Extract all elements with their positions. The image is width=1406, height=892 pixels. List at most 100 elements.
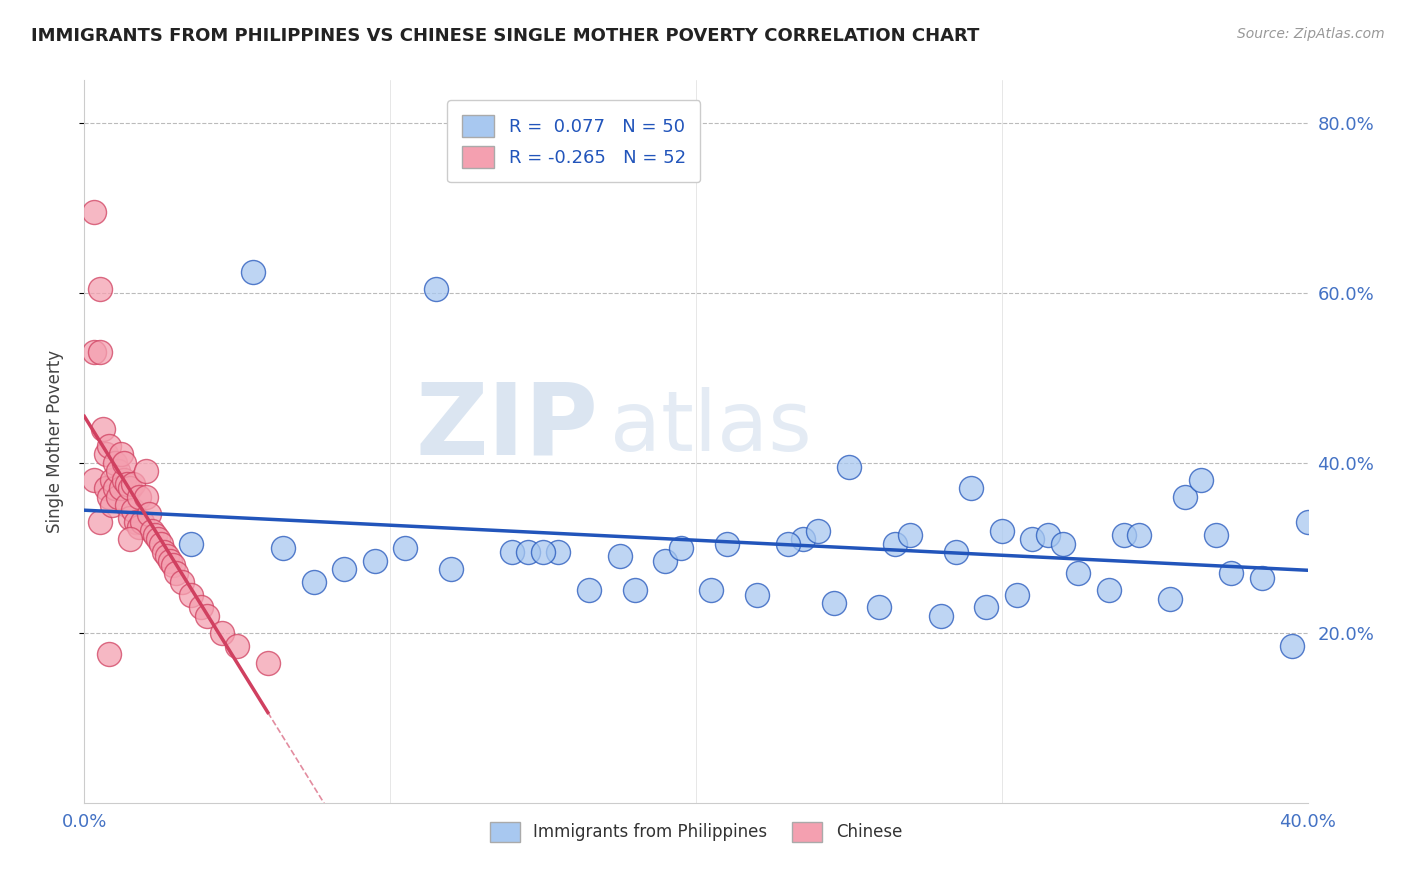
Point <box>107 490 129 504</box>
Point <box>128 490 150 504</box>
Point <box>1036 528 1059 542</box>
Point <box>131 516 153 530</box>
Point <box>94 481 117 495</box>
Point <box>226 639 249 653</box>
Point <box>364 553 387 567</box>
Point <box>97 490 120 504</box>
Point <box>211 625 233 640</box>
Point <box>1052 536 1074 550</box>
Point <box>1067 566 1090 581</box>
Point <box>120 481 142 495</box>
Point <box>141 524 163 538</box>
Point <box>257 656 280 670</box>
Point <box>807 524 830 538</box>
Point <box>1021 533 1043 547</box>
Point <box>624 583 647 598</box>
Point <box>91 422 114 436</box>
Point <box>104 481 127 495</box>
Point <box>1128 528 1150 542</box>
Point <box>180 536 202 550</box>
Point <box>190 600 212 615</box>
Point <box>716 536 738 550</box>
Point <box>1189 473 1212 487</box>
Point <box>89 516 111 530</box>
Point <box>122 477 145 491</box>
Point <box>440 562 463 576</box>
Point <box>149 536 172 550</box>
Point <box>531 545 554 559</box>
Point <box>898 528 921 542</box>
Point <box>271 541 294 555</box>
Point <box>180 588 202 602</box>
Point <box>929 608 952 623</box>
Point <box>945 545 967 559</box>
Point <box>143 528 166 542</box>
Point <box>869 600 891 615</box>
Point <box>122 502 145 516</box>
Point <box>110 447 132 461</box>
Point <box>547 545 569 559</box>
Point <box>242 264 264 278</box>
Point <box>502 545 524 559</box>
Point <box>1174 490 1197 504</box>
Point <box>172 574 194 589</box>
Point <box>1159 591 1181 606</box>
Point <box>165 566 187 581</box>
Point <box>1114 528 1136 542</box>
Point <box>128 519 150 533</box>
Point <box>156 549 179 564</box>
Text: ZIP: ZIP <box>415 378 598 475</box>
Point <box>125 516 148 530</box>
Point <box>792 533 814 547</box>
Point <box>1296 516 1319 530</box>
Point <box>159 553 181 567</box>
Point <box>516 545 538 559</box>
Point <box>747 588 769 602</box>
Point <box>120 533 142 547</box>
Point <box>115 477 138 491</box>
Point <box>83 205 105 219</box>
Point <box>302 574 325 589</box>
Point <box>394 541 416 555</box>
Point <box>1220 566 1243 581</box>
Point <box>960 481 983 495</box>
Point <box>135 464 157 478</box>
Point <box>1250 570 1272 584</box>
Y-axis label: Single Mother Poverty: Single Mother Poverty <box>45 350 63 533</box>
Point <box>609 549 631 564</box>
Point <box>138 507 160 521</box>
Point <box>120 511 142 525</box>
Point <box>153 545 176 559</box>
Point <box>107 464 129 478</box>
Point <box>83 345 105 359</box>
Point <box>94 447 117 461</box>
Point <box>823 596 845 610</box>
Point <box>104 456 127 470</box>
Point <box>112 456 135 470</box>
Legend: Immigrants from Philippines, Chinese: Immigrants from Philippines, Chinese <box>484 815 908 848</box>
Point <box>425 281 447 295</box>
Point <box>1281 639 1303 653</box>
Point <box>700 583 723 598</box>
Point <box>112 473 135 487</box>
Point <box>135 490 157 504</box>
Point <box>195 608 218 623</box>
Text: atlas: atlas <box>610 386 813 467</box>
Point <box>89 345 111 359</box>
Point <box>333 562 356 576</box>
Point <box>1098 583 1121 598</box>
Point <box>101 473 124 487</box>
Point <box>838 460 860 475</box>
Point <box>776 536 799 550</box>
Point <box>578 583 600 598</box>
Point <box>97 647 120 661</box>
Point <box>1005 588 1028 602</box>
Point <box>162 558 184 572</box>
Point <box>97 439 120 453</box>
Point <box>89 281 111 295</box>
Point <box>991 524 1014 538</box>
Point <box>146 533 169 547</box>
Text: Source: ZipAtlas.com: Source: ZipAtlas.com <box>1237 27 1385 41</box>
Point <box>669 541 692 555</box>
Point <box>654 553 676 567</box>
